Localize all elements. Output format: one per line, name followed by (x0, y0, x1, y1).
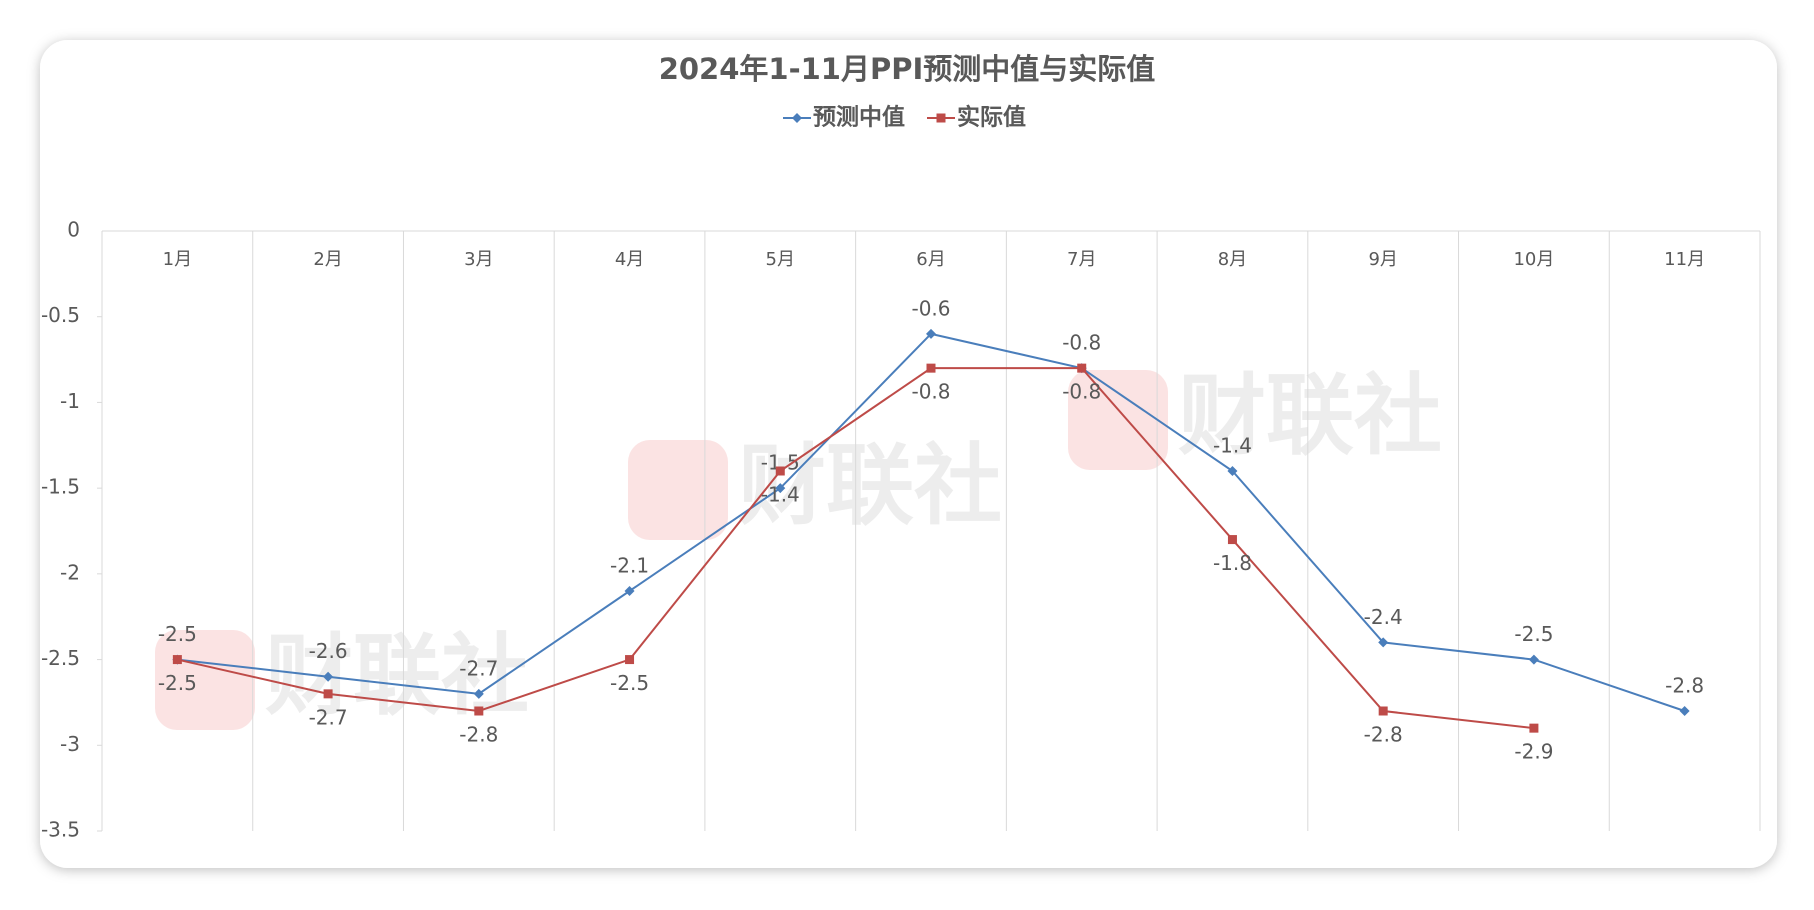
point-marker (926, 328, 936, 339)
x-tick-label: 8月 (1218, 249, 1247, 270)
watermark-logo (1068, 370, 1168, 470)
point-marker (1528, 654, 1539, 665)
data-label: -2.8 (459, 723, 498, 747)
x-tick-label: 2月 (313, 249, 342, 270)
watermark-logo (628, 440, 728, 540)
data-label: -2.6 (309, 639, 348, 663)
data-label: -2.7 (309, 705, 348, 729)
point-marker (1378, 637, 1389, 648)
data-label: -2.5 (1514, 622, 1553, 646)
data-label: -2.4 (1364, 605, 1403, 629)
point-marker (1529, 723, 1539, 733)
x-tick-label: 5月 (766, 249, 795, 270)
data-label: -1.4 (761, 483, 800, 507)
legend-label: 实际值 (957, 104, 1026, 131)
x-tick-label: 11月 (1664, 249, 1705, 270)
legend-label: 预测中值 (813, 104, 905, 131)
watermark-logo (155, 630, 255, 730)
x-tick-label: 3月 (464, 249, 493, 270)
data-label: -2.1 (610, 554, 649, 578)
point-marker (926, 363, 936, 373)
y-tick-label: -2 (60, 560, 80, 584)
x-tick-label: 6月 (916, 249, 945, 270)
x-tick-label: 7月 (1067, 249, 1096, 270)
series-line (177, 367, 1535, 730)
data-label: -2.7 (459, 656, 498, 680)
point-marker (1227, 466, 1238, 476)
y-tick-label: -0.5 (41, 303, 80, 327)
y-tick-label: 0 (67, 218, 80, 242)
legend-marker (936, 113, 946, 123)
x-tick-label: 10月 (1513, 249, 1554, 270)
point-marker (1077, 363, 1087, 373)
point-marker (172, 655, 182, 665)
data-label: -0.6 (911, 296, 950, 320)
point-marker (775, 466, 785, 476)
x-tick-label: 4月 (615, 249, 644, 270)
point-marker (775, 483, 786, 494)
legend: 预测中值 实际值 (783, 104, 1026, 131)
watermark-text: 财联社 (1178, 364, 1442, 467)
point-marker (323, 689, 333, 699)
point-marker (1378, 706, 1388, 716)
data-label: -0.8 (1062, 331, 1101, 355)
point-marker (625, 655, 635, 665)
x-tick-label: 9月 (1368, 249, 1397, 270)
y-tick-label: -1.5 (41, 475, 80, 499)
data-label: -2.8 (1364, 723, 1403, 747)
data-label: -1.4 (1213, 434, 1252, 458)
y-tick-label: -3.5 (41, 818, 80, 842)
point-marker (323, 671, 334, 682)
chart-title: 2024年1-11月PPI预测中值与实际值 (659, 52, 1156, 86)
data-label: -0.8 (911, 380, 950, 404)
data-label: -2.9 (1514, 740, 1553, 764)
data-label: -2.5 (610, 671, 649, 695)
point-marker (1227, 535, 1237, 545)
y-tick-label: -2.5 (41, 646, 80, 670)
data-label: -2.8 (1665, 674, 1704, 698)
point-marker (473, 688, 484, 699)
y-tick-label: -1 (60, 389, 80, 413)
data-label: -1.8 (1213, 551, 1252, 575)
point-marker (474, 706, 484, 716)
card (40, 40, 1777, 868)
point-marker (1679, 706, 1690, 716)
data-label: -2.5 (158, 622, 197, 646)
data-label: -0.8 (1062, 380, 1101, 404)
y-tick-label: -3 (60, 732, 80, 756)
data-label: -2.5 (158, 671, 197, 695)
legend-marker (792, 113, 802, 123)
point-marker (624, 586, 635, 596)
x-tick-label: 1月 (163, 249, 192, 270)
